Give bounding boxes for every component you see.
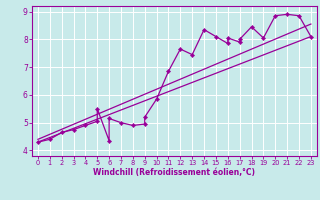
X-axis label: Windchill (Refroidissement éolien,°C): Windchill (Refroidissement éolien,°C) [93, 168, 255, 177]
